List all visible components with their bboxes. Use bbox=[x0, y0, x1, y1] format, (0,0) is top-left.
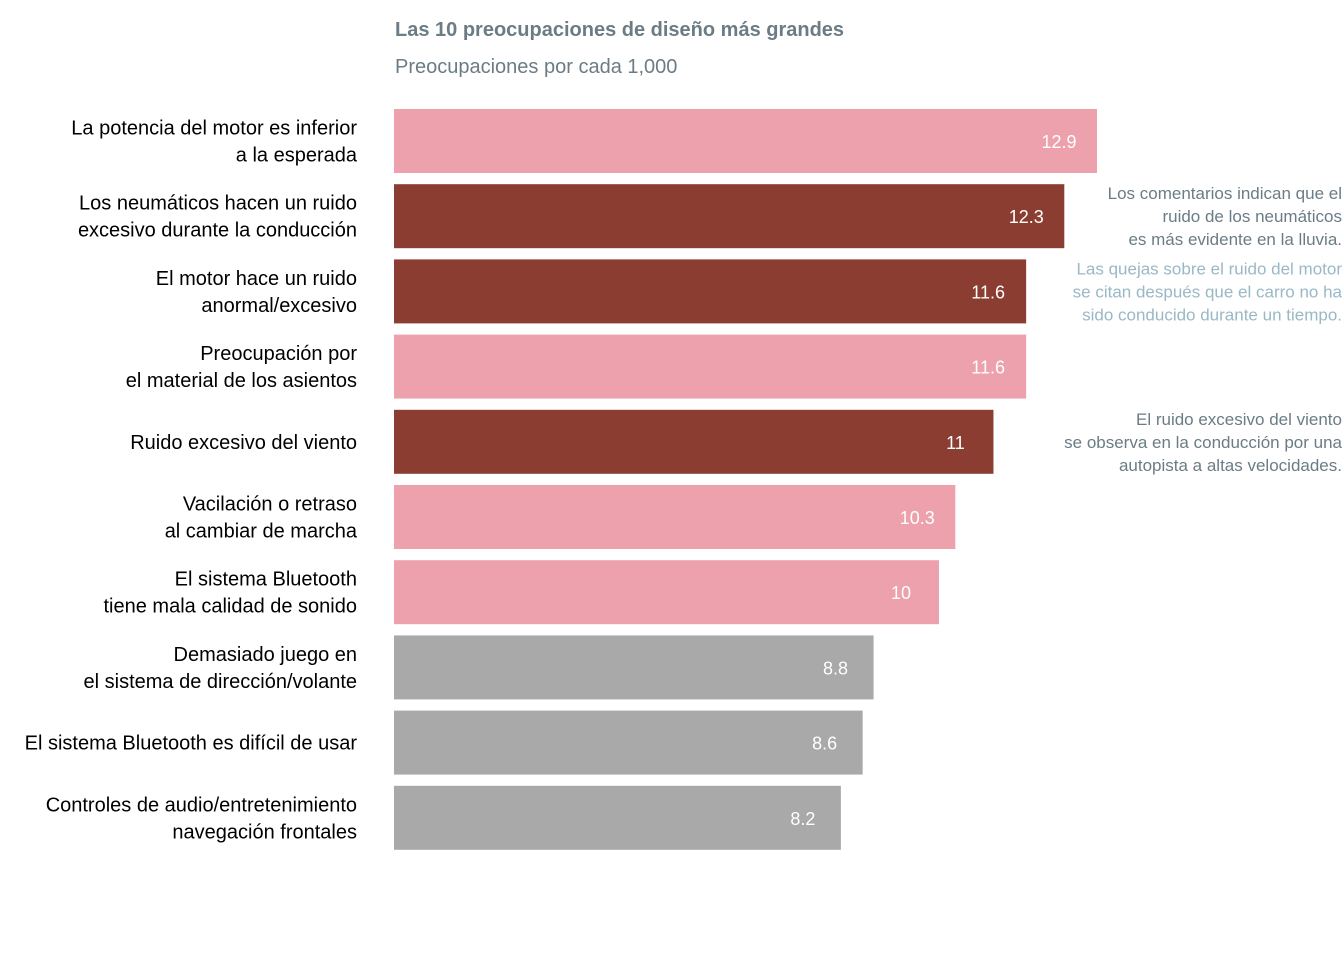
category-label: Controles de audio/entretenimiento bbox=[46, 794, 357, 816]
bar bbox=[394, 409, 994, 474]
category-label: Los neumáticos hacen un ruido bbox=[79, 193, 357, 215]
bar bbox=[394, 785, 841, 850]
category-label: El motor hace un ruido bbox=[156, 268, 357, 290]
bar bbox=[394, 560, 939, 625]
chart-subtitle: Preocupaciones por cada 1,000 bbox=[395, 56, 677, 78]
category-label: a la esperada bbox=[236, 145, 358, 167]
bar-value-label: 10.3 bbox=[900, 508, 935, 528]
bar-value-label: 11 bbox=[946, 433, 965, 453]
annotation-text: sido conducido durante un tiempo. bbox=[1082, 305, 1342, 324]
value-labels: 12.9 12.3 11.6 11.6 11 10.3 10 8.8 8.6 8.2 bbox=[790, 132, 1076, 829]
category-label: navegación frontales bbox=[172, 821, 357, 843]
category-label: el material de los asientos bbox=[126, 370, 357, 392]
category-label: Demasiado juego en bbox=[174, 644, 357, 666]
category-label: El sistema Bluetooth bbox=[175, 569, 357, 591]
category-label: al cambiar de marcha bbox=[165, 521, 358, 543]
bar bbox=[394, 334, 1027, 399]
bar bbox=[394, 109, 1097, 173]
bar bbox=[394, 259, 1027, 324]
category-labels: La potencia del motor es inferior a la es… bbox=[25, 118, 358, 844]
bar-value-label: 10 bbox=[891, 583, 911, 603]
category-label: El sistema Bluetooth es difícil de usar bbox=[25, 733, 358, 755]
chart-title: Las 10 preocupaciones de diseño más gran… bbox=[395, 19, 844, 41]
annotation-text: Los comentarios indican que el bbox=[1108, 184, 1342, 203]
bar-value-label: 8.8 bbox=[823, 658, 848, 678]
category-label: Ruido excesivo del viento bbox=[130, 432, 357, 454]
category-label: el sistema de dirección/volante bbox=[84, 671, 357, 693]
category-label: Preocupación por bbox=[200, 343, 357, 365]
bar-value-label: 8.6 bbox=[812, 734, 837, 754]
annotation-text: ruido de los neumáticos bbox=[1162, 207, 1342, 226]
annotation-text: se observa en la conducción por una bbox=[1064, 433, 1342, 452]
bar-value-label: 12.9 bbox=[1041, 132, 1076, 152]
bar-value-label: 8.2 bbox=[790, 809, 815, 829]
annotation-text: se citan después que el carro no ha bbox=[1073, 282, 1343, 301]
annotation-text: autopista a altas velocidades. bbox=[1119, 456, 1342, 475]
bar bbox=[394, 184, 1065, 249]
annotation-text: es más evidente en la lluvia. bbox=[1128, 230, 1342, 249]
bars-group bbox=[394, 109, 1097, 850]
category-label: La potencia del motor es inferior bbox=[71, 118, 357, 140]
annotation-text: Las quejas sobre el ruido del motor bbox=[1076, 259, 1342, 278]
bar bbox=[394, 635, 874, 700]
category-label: excesivo durante la conducción bbox=[78, 220, 357, 242]
bar-value-label: 11.6 bbox=[971, 282, 1005, 302]
annotation-text: El ruido excesivo del viento bbox=[1136, 410, 1342, 429]
bar-value-label: 12.3 bbox=[1009, 207, 1044, 227]
bar bbox=[394, 710, 863, 775]
category-label: Vacilación o retraso bbox=[183, 494, 357, 516]
bar-value-label: 11.6 bbox=[971, 358, 1005, 378]
bar bbox=[394, 485, 956, 549]
category-label: tiene mala calidad de sonido bbox=[103, 596, 357, 618]
category-label: anormal/excesivo bbox=[201, 295, 357, 317]
annotations: Los comentarios indican que el ruido de l… bbox=[1064, 184, 1342, 475]
